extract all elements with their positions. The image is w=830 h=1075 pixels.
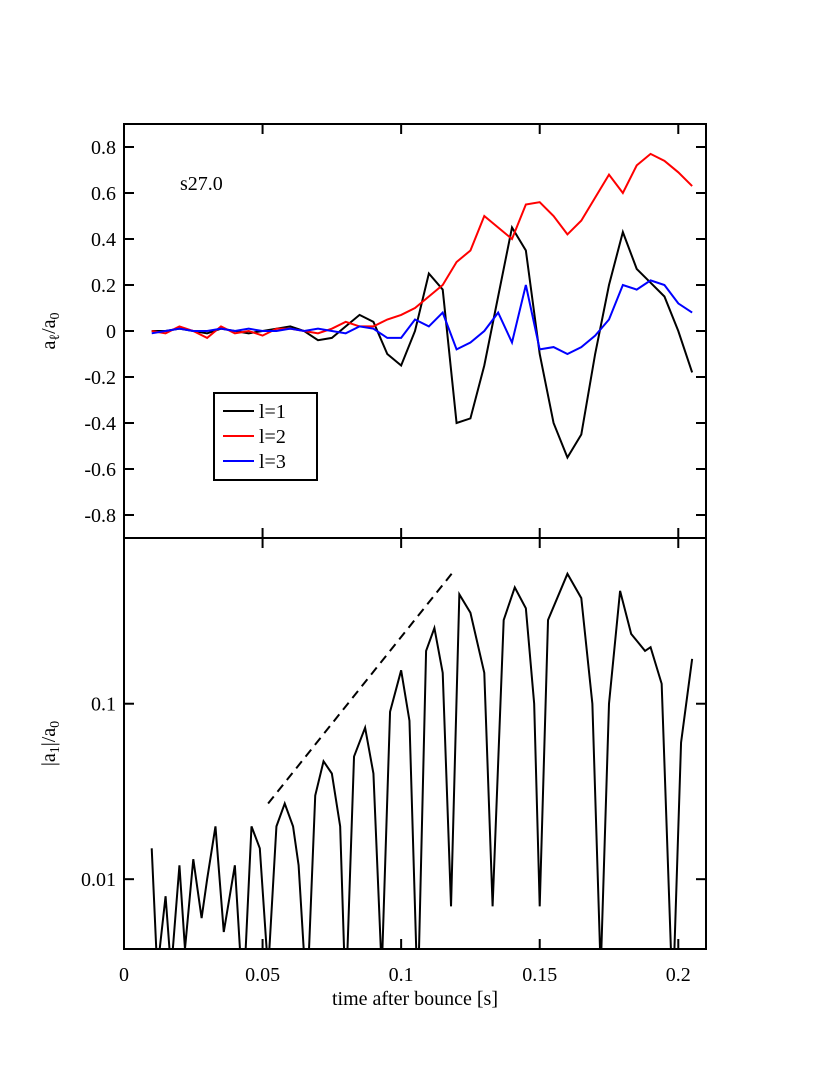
- y-tick-label: 0.4: [91, 229, 116, 251]
- series-line: [151, 152, 693, 340]
- plot-area: [151, 152, 694, 460]
- y-tick-label: 0.2: [91, 275, 116, 297]
- y-tick-label: 0.01: [81, 869, 116, 891]
- y-tick-label: -0.2: [84, 367, 116, 389]
- y-axis-label-part: a: [38, 341, 60, 350]
- x-tick-label: 0.05: [245, 964, 280, 986]
- y-axis-label-part: |a: [38, 753, 60, 766]
- y-tick-label: 0.6: [91, 183, 116, 205]
- x-tick-label: 0.1: [389, 964, 414, 986]
- y-axis-label-part: |/a: [38, 728, 60, 747]
- legend-label: l=3: [259, 451, 286, 473]
- y-tick-label: 0: [106, 321, 116, 343]
- legend-label: l=2: [259, 426, 286, 448]
- plot-area: [150, 570, 694, 949]
- y-axis-label-subscript: ℓ: [48, 334, 63, 341]
- y-axis-label-subscript: 0: [48, 721, 63, 728]
- legend-label: l=1: [259, 401, 286, 423]
- y-tick-label: -0.6: [84, 459, 116, 481]
- x-tick-label: 0.2: [666, 964, 691, 986]
- y-tick-label: 0.1: [91, 694, 116, 716]
- y-axis-label-subscript: 1: [48, 746, 63, 753]
- y-axis-label-part: /a: [38, 319, 60, 334]
- y-tick-label: -0.4: [84, 413, 116, 435]
- x-axis-label: time after bounce [s]: [332, 988, 498, 1010]
- y-axis-label: aℓ/a0: [38, 312, 63, 349]
- plot-frame: [123, 537, 707, 950]
- series-line: [151, 279, 693, 356]
- annotation: s27.0: [180, 173, 223, 195]
- series-line: [150, 571, 694, 949]
- y-tick-label: 0.8: [91, 137, 116, 159]
- y-axis-label: |a1|/a0: [38, 721, 63, 766]
- reference-line: [267, 570, 455, 805]
- y-axis-label-subscript: 0: [48, 312, 63, 319]
- x-tick-label: 0.15: [522, 964, 557, 986]
- y-tick-label: -0.8: [84, 505, 116, 527]
- x-tick-label: 0: [119, 964, 129, 986]
